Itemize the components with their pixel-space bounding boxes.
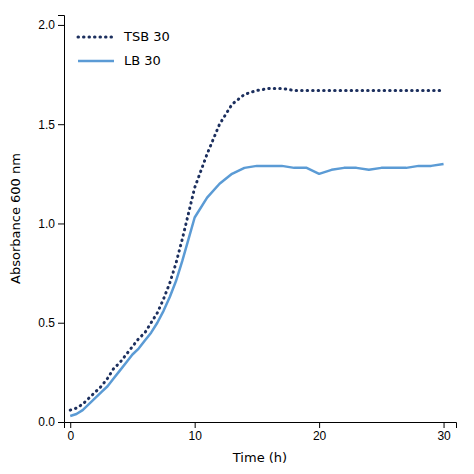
legend-label: LB 30 xyxy=(124,53,161,68)
tick-mark xyxy=(58,25,64,26)
legend: TSB 30 LB 30 xyxy=(78,29,170,68)
tick-label: 10 xyxy=(188,429,202,443)
tick: 0.5 xyxy=(38,316,64,330)
y-axis: 0.0 0.5 1.0 1.5 2.0 xyxy=(38,16,64,430)
tick-label: 20 xyxy=(313,429,327,443)
legend-swatch xyxy=(78,60,114,63)
tick-mark xyxy=(70,422,71,428)
tick-mark xyxy=(444,422,445,428)
line xyxy=(70,164,443,416)
x-axis: 0 10 20 30 xyxy=(65,422,457,443)
tick: 0 xyxy=(67,422,74,443)
tick-mark xyxy=(58,124,64,125)
y-axis-title: Absorbance 600 nm xyxy=(8,153,23,284)
tick: 1.0 xyxy=(38,217,64,231)
tick-label: 30 xyxy=(437,429,451,443)
plot-area: 0 10 20 30 0.0 0.5 1.0 1.5 2.0 TSB 30 LB 30 xyxy=(38,16,456,443)
tick-label: 1.5 xyxy=(38,118,55,132)
chart: 0 10 20 30 0.0 0.5 1.0 1.5 2.0 TSB 30 LB 30 Time (h… xyxy=(0,0,474,474)
tick-label: 1.0 xyxy=(38,217,55,231)
tick-mark xyxy=(58,323,64,324)
tick: 2.0 xyxy=(38,18,64,32)
tick-mark xyxy=(58,422,64,423)
tick: 0.0 xyxy=(38,415,64,429)
tick-label: 0 xyxy=(67,429,74,443)
tick-label: 2.0 xyxy=(38,18,55,32)
tick-label: 0.5 xyxy=(38,316,55,330)
axis-line xyxy=(58,16,65,423)
tick-mark xyxy=(195,422,196,428)
tick: 30 xyxy=(437,422,451,443)
tick: 20 xyxy=(313,422,327,443)
lines xyxy=(70,88,443,416)
tick: 1.5 xyxy=(38,118,64,132)
tick-mark xyxy=(58,223,64,224)
legend-item: LB 30 xyxy=(78,53,161,68)
x-axis-title: Time (h) xyxy=(232,450,287,465)
tick: 10 xyxy=(188,422,202,443)
tick-label: 0.0 xyxy=(38,415,55,429)
legend-item: TSB 30 xyxy=(78,29,170,44)
tick-mark xyxy=(319,422,320,428)
axis-line xyxy=(65,423,457,429)
legend-label: TSB 30 xyxy=(123,29,170,44)
legend-swatch xyxy=(78,36,114,39)
